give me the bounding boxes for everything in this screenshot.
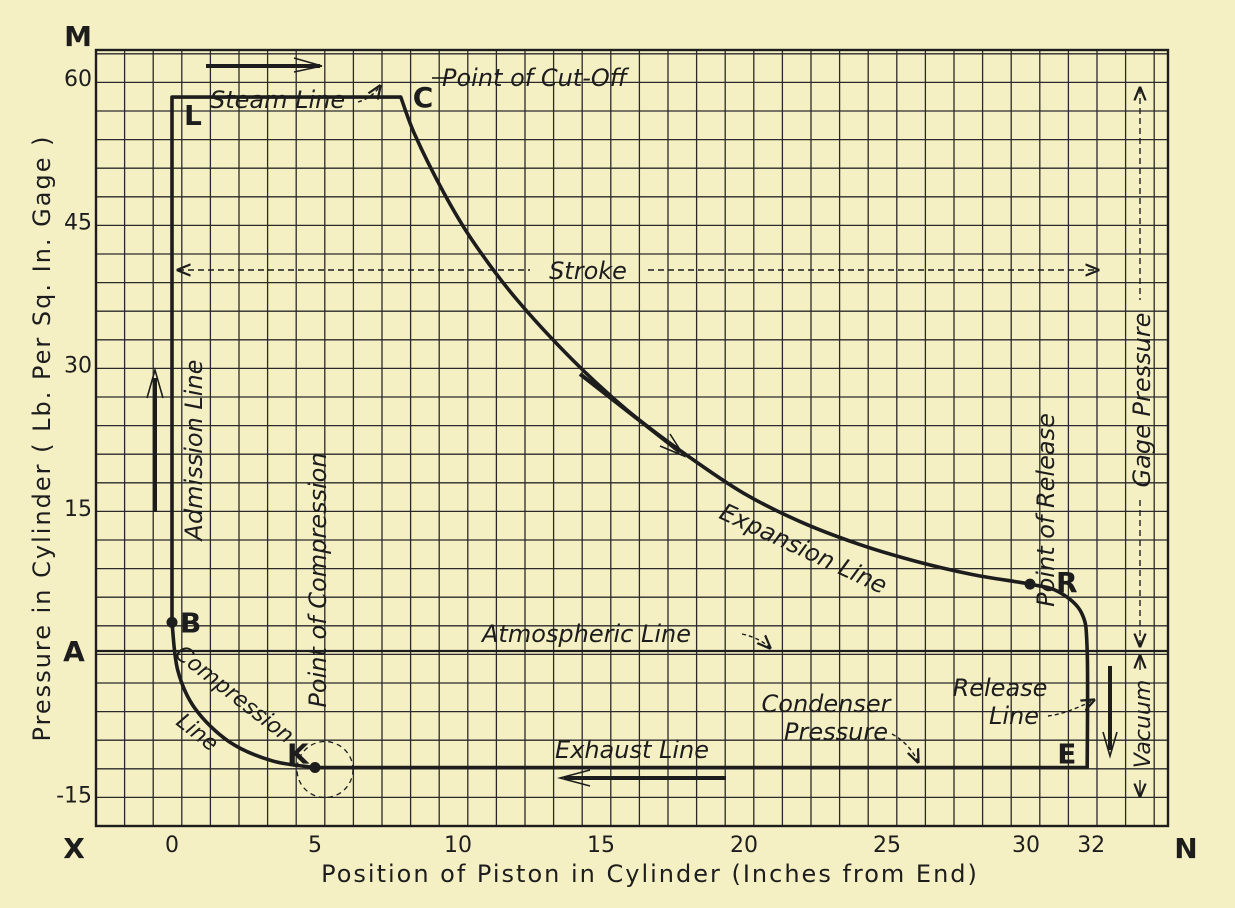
annotation-atmospheric-line: Atmospheric Line [480,620,691,648]
release-leader [1047,700,1094,717]
annotation-point-of-release: Point of Release [1032,413,1060,607]
x-tick-label-30: 30 [1012,833,1040,858]
atmospheric-leader [741,633,770,648]
point-label-b: B [180,606,201,639]
axis-letter-x: X [63,832,85,865]
expansion-arrow-head [659,433,687,458]
release-arrow-head [1102,731,1118,759]
annotation-vacuum: Vacuum [1131,680,1156,769]
point-marker-r [1024,578,1036,590]
annotation-stroke: Stroke [549,257,627,285]
annotation-admission-line: Admission Line [180,360,208,543]
x-axis-title: Position of Piston in Cylinder (Inches f… [321,860,979,888]
annotation-release-line-1: Release [953,674,1048,702]
axis-letter-n: N [1174,832,1197,865]
axis-tick-labels: 60 45 30 15 -15 0 5 10 15 20 25 30 32 M X N A Position of… [28,20,1198,888]
plot-frame [94,48,1170,828]
y-axis-title: Pressure in Cylinder ( Lb. Per Sq. In. G… [28,135,56,742]
x-tick-label-0: 0 [165,833,179,858]
x-tick-label-5: 5 [308,833,322,858]
exhaust-arrow-head [556,769,591,787]
y-tick-label-15: 15 [64,497,92,522]
y-tick-label-45: 45 [64,210,92,235]
expansion-arrow-shaft [578,372,682,454]
x-tick-label-20: 20 [730,833,758,858]
annotation-release-line-2: Line [989,702,1039,730]
axis-letter-a: A [63,635,85,668]
condenser-leader [891,733,918,762]
admission-arrow-head [146,367,164,399]
steam-arrow-head [293,57,323,73]
annotation-condenser-2: Pressure [784,718,888,746]
annotation-point-of-compression: Point of Compression [304,452,332,707]
annotation-exhaust-line: Exhaust Line [555,736,709,764]
annotation-steam-line: Steam Line [210,86,345,114]
point-marker-b [166,616,178,628]
axis-letter-m: M [64,20,92,53]
steam-line-leader [357,86,380,103]
annotation-gage-pressure: Gage Pressure [1128,313,1156,488]
y-tick-label--15: -15 [56,783,92,808]
point-label-e: E [1057,738,1076,771]
x-tick-label-32: 32 [1077,833,1105,858]
indicator-curve-layer: L C R E K B [166,81,1090,774]
point-label-l: L [184,99,202,132]
annotation-cutoff: Point of Cut-Off [442,64,630,92]
y-tick-label-60: 60 [64,67,92,92]
x-tick-label-15: 15 [587,833,615,858]
point-label-k: K [287,738,310,771]
point-label-c: C [413,81,434,114]
compression-circle [296,740,354,799]
indicator-curve [170,95,1090,770]
point-marker-k [309,762,321,774]
x-tick-label-10: 10 [444,833,472,858]
x-tick-label-25: 25 [873,833,901,858]
annotation-condenser-1: Condenser [762,690,893,718]
grid-lines [94,48,1170,828]
y-tick-label-30: 30 [64,354,92,379]
point-label-r: R [1056,566,1078,599]
